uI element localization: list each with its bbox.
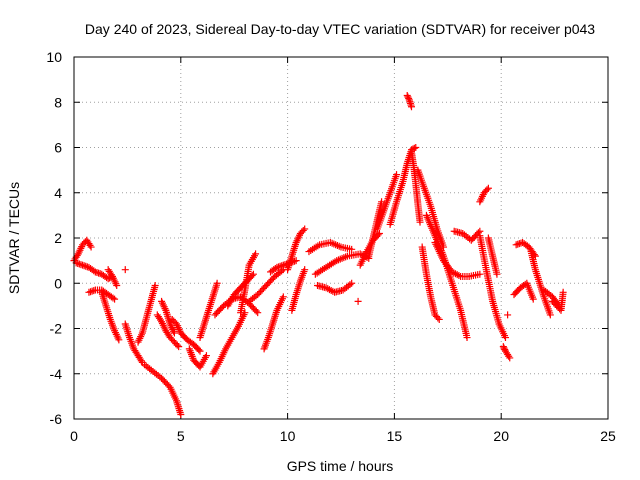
data-point bbox=[493, 270, 501, 278]
data-point bbox=[301, 266, 309, 274]
data-point bbox=[157, 316, 165, 324]
data-point bbox=[177, 410, 185, 418]
data-point bbox=[252, 307, 260, 315]
data-point bbox=[378, 198, 386, 206]
y-tick-label: -2 bbox=[50, 321, 63, 337]
x-tick-label: 15 bbox=[387, 428, 403, 444]
y-tick-label: -4 bbox=[50, 366, 63, 382]
data-point bbox=[111, 295, 119, 303]
data-point bbox=[559, 288, 567, 296]
data-point bbox=[348, 245, 356, 253]
plot-frame bbox=[73, 56, 609, 420]
data-point bbox=[476, 270, 484, 278]
data-point bbox=[252, 250, 260, 258]
y-tick-label: 6 bbox=[54, 140, 62, 156]
data-point bbox=[393, 171, 401, 179]
data-point bbox=[175, 343, 183, 351]
data-point bbox=[499, 343, 507, 351]
data-point bbox=[374, 231, 382, 239]
y-tick-label: -6 bbox=[50, 411, 63, 427]
data-point bbox=[115, 336, 123, 344]
axis-ticks: 0 5 10 15 20 25 -6 -4 -2 0 2 4 6 8 10 bbox=[46, 49, 616, 444]
data-point bbox=[404, 93, 412, 101]
y-tick-label: 10 bbox=[46, 49, 62, 65]
data-point bbox=[301, 225, 309, 233]
data-point bbox=[407, 103, 415, 111]
data-point bbox=[249, 270, 257, 278]
grid-lines bbox=[74, 57, 608, 419]
data-point bbox=[474, 229, 482, 237]
x-tick-label: 25 bbox=[600, 428, 616, 444]
data-point bbox=[348, 279, 356, 287]
data-point bbox=[254, 309, 262, 317]
y-tick-label: 8 bbox=[54, 94, 62, 110]
data-point bbox=[504, 311, 512, 319]
data-point bbox=[434, 314, 442, 322]
data-point bbox=[403, 91, 411, 99]
data-point bbox=[87, 243, 95, 251]
data-point bbox=[213, 279, 221, 287]
data-point bbox=[137, 357, 145, 365]
y-tick-label: 0 bbox=[54, 275, 62, 291]
data-point bbox=[107, 271, 115, 279]
data-point bbox=[501, 334, 509, 342]
x-tick-label: 0 bbox=[70, 428, 78, 444]
data-point bbox=[292, 257, 300, 265]
data-point bbox=[483, 186, 491, 194]
data-point bbox=[529, 295, 537, 303]
data-point bbox=[435, 315, 443, 323]
data-point bbox=[271, 265, 279, 273]
data-point bbox=[505, 352, 513, 360]
data-point bbox=[405, 94, 413, 102]
data-point bbox=[196, 347, 204, 355]
data-point bbox=[202, 352, 210, 360]
data-point bbox=[416, 218, 424, 226]
x-axis-label: GPS time / hours bbox=[287, 458, 394, 474]
data-point bbox=[121, 266, 129, 274]
data-point bbox=[90, 267, 98, 275]
x-tick-label: 10 bbox=[280, 428, 296, 444]
data-point bbox=[455, 272, 463, 280]
data-point bbox=[546, 311, 554, 319]
data-point bbox=[195, 346, 203, 354]
data-point bbox=[73, 252, 81, 260]
x-tick-label: 20 bbox=[493, 428, 509, 444]
data-point bbox=[299, 226, 307, 234]
data-point bbox=[86, 241, 94, 249]
chart-title: Day 240 of 2023, Sidereal Day-to-day VTE… bbox=[85, 21, 595, 37]
data-point bbox=[170, 329, 178, 337]
data-point bbox=[173, 341, 181, 349]
data-point bbox=[412, 144, 420, 151]
data-point bbox=[484, 184, 492, 192]
data-point bbox=[500, 344, 508, 352]
data-points bbox=[70, 91, 567, 418]
data-point bbox=[410, 144, 418, 152]
data-point bbox=[354, 297, 362, 305]
y-tick-label: 2 bbox=[54, 230, 62, 246]
y-axis-label: SDTVAR / TECUs bbox=[6, 182, 22, 294]
data-point bbox=[463, 334, 471, 342]
data-point bbox=[109, 294, 117, 302]
data-point bbox=[279, 293, 287, 301]
data-point bbox=[113, 282, 121, 290]
data-point bbox=[506, 354, 514, 362]
data-point bbox=[346, 281, 354, 289]
x-tick-label: 5 bbox=[177, 428, 185, 444]
y-tick-label: 4 bbox=[54, 185, 62, 201]
data-point bbox=[151, 282, 159, 290]
